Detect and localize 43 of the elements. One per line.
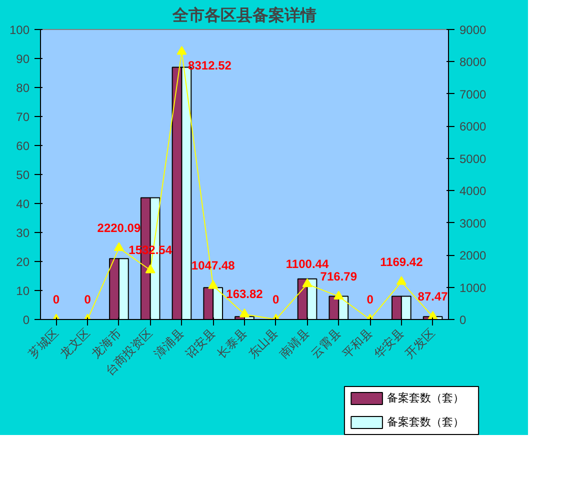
data-label: 8312.52	[188, 58, 232, 73]
point	[334, 290, 344, 300]
point	[302, 278, 312, 288]
y2-tick-label: 1000	[460, 280, 487, 295]
y-tick-label: 80	[16, 81, 30, 95]
point	[396, 276, 406, 285]
point	[145, 264, 156, 274]
data-label: 0	[366, 292, 374, 306]
y2-tick-label: 0	[460, 313, 466, 327]
y-tick-label: 20	[16, 255, 30, 269]
y2-tick-label: 9000	[460, 23, 487, 37]
y2-tick-label: 5000	[460, 152, 487, 166]
y-tick-label: 60	[16, 139, 30, 153]
point	[240, 308, 250, 318]
y-tick-label: 10	[16, 284, 30, 298]
data-label: 87.47	[418, 290, 448, 304]
y2-tick-label: 7000	[460, 87, 487, 102]
chart-title: 全市各区县备案详情	[172, 6, 316, 24]
data-label: 0	[52, 292, 60, 306]
y2-tick-label: 6000	[460, 120, 487, 134]
y2-tick-label: 8000	[460, 55, 487, 70]
y-tick-label: 50	[16, 168, 30, 182]
y-tick-label: 40	[16, 197, 30, 211]
data-label: 0	[84, 292, 92, 306]
point	[208, 280, 218, 289]
data-label: 1100.44	[286, 257, 329, 272]
y-tick-label: 30	[16, 226, 30, 240]
data-label: 163.82	[226, 287, 264, 302]
legend-label: 备案套数（套）	[386, 392, 464, 404]
y-tick-label: 70	[16, 110, 30, 124]
data-label: 0	[272, 292, 280, 306]
point	[114, 242, 124, 252]
point	[176, 46, 187, 55]
data-label: 716.79	[320, 269, 358, 284]
y2-tick-label: 4000	[460, 184, 487, 198]
y2-tick-label: 2000	[460, 248, 487, 263]
data-label: 2220.09	[97, 220, 141, 235]
data-label: 1169.42	[380, 254, 424, 269]
y-tick-label: 100	[9, 23, 30, 37]
y-tick-label: 0	[22, 313, 30, 327]
y-tick-label: 90	[16, 52, 30, 66]
y2-tick-label: 3000	[460, 216, 487, 230]
legend-label: 备案套数（套）	[386, 416, 464, 428]
